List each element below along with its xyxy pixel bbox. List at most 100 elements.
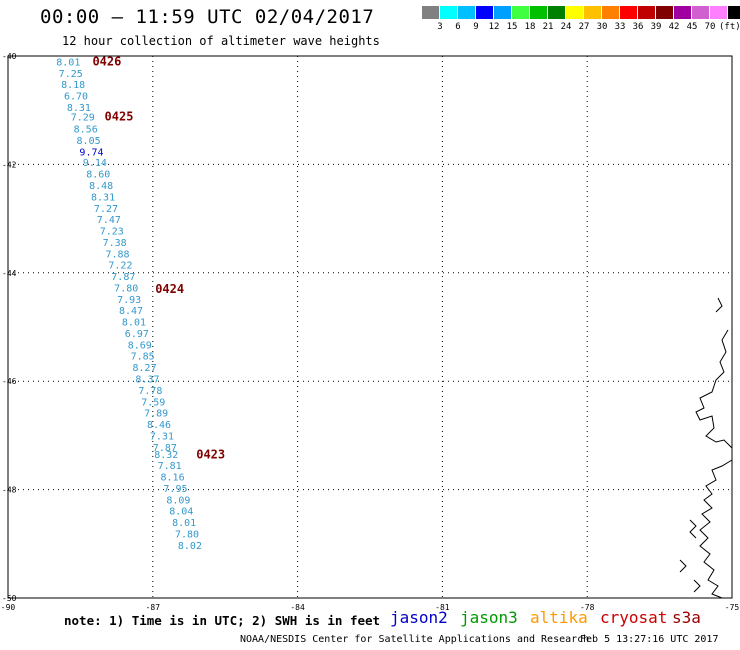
legend-label: 36 xyxy=(632,22,644,32)
page-subtitle: 12 hour collection of altimeter wave hei… xyxy=(62,34,380,48)
lat-tick-label: -48 xyxy=(2,486,17,495)
wave-height-label: 8.27 xyxy=(133,363,157,374)
wave-height-label: 7.80 xyxy=(114,283,138,294)
wave-height-label: 7.93 xyxy=(117,295,141,306)
legend-label: 18 xyxy=(524,22,536,32)
wave-height-label: 8.48 xyxy=(89,181,113,192)
wave-height-label: 8.16 xyxy=(161,473,185,484)
legend-label: 12 xyxy=(488,22,500,32)
wave-height-label: 8.31 xyxy=(91,192,115,203)
wave-height-label: 8.18 xyxy=(61,80,85,91)
wave-height-label: 7.80 xyxy=(175,530,199,541)
time-label: 0424 xyxy=(155,282,184,296)
legend-swatch xyxy=(440,6,458,19)
color-legend xyxy=(422,6,740,19)
wave-height-label: 9.74 xyxy=(79,147,103,158)
wave-height-label: 7.29 xyxy=(71,113,95,124)
wave-height-label: 7.81 xyxy=(158,461,182,472)
time-label: 0423 xyxy=(196,447,225,461)
satellite-label-s3a: s3a xyxy=(672,608,701,627)
legend-label: (ft) xyxy=(719,22,740,32)
lat-tick-label: -40 xyxy=(2,52,17,61)
time-label: 0425 xyxy=(105,110,134,124)
legend-swatch xyxy=(422,6,440,19)
lat-tick-label: -50 xyxy=(2,594,17,603)
wave-height-label: 8.69 xyxy=(128,340,152,351)
page-title: 00:00 – 11:59 UTC 02/04/2017 xyxy=(40,6,375,28)
legend-label: 30 xyxy=(596,22,608,32)
lat-tick-label: -44 xyxy=(2,269,17,278)
wave-height-label: 8.02 xyxy=(178,541,202,552)
legend-swatch xyxy=(530,6,548,19)
legend-label: 6 xyxy=(455,22,461,32)
wave-height-label: 8.56 xyxy=(74,125,98,136)
coastline xyxy=(715,297,723,313)
legend-label: 9 xyxy=(473,22,479,32)
legend-label: 24 xyxy=(560,22,572,32)
map-frame xyxy=(7,55,733,599)
time-label: 0426 xyxy=(92,54,121,68)
lon-tick-label: -87 xyxy=(146,603,161,612)
satellite-label-altika: altika xyxy=(530,608,588,627)
wave-height-label: 8.04 xyxy=(169,507,193,518)
wave-height-label: 7.95 xyxy=(163,484,187,495)
wave-height-label: 7.23 xyxy=(100,227,124,238)
satellite-label-jason2: jason2 xyxy=(390,608,448,627)
legend-swatch xyxy=(602,6,620,19)
wave-height-label: 7.27 xyxy=(94,204,118,215)
wave-height-label: 7.87 xyxy=(153,443,177,454)
legend-swatch xyxy=(476,6,494,19)
legend-label: 21 xyxy=(542,22,554,32)
wave-height-label: 7.59 xyxy=(141,397,165,408)
legend-label: 33 xyxy=(614,22,626,32)
legend-swatch xyxy=(620,6,638,19)
wave-height-label: 8.37 xyxy=(135,374,159,385)
legend-swatch xyxy=(692,6,710,19)
legend-label: 70 xyxy=(704,22,716,32)
legend-label: 45 xyxy=(686,22,698,32)
coastline xyxy=(679,559,687,573)
wave-height-label: 7.47 xyxy=(97,215,121,226)
legend-label: 42 xyxy=(668,22,680,32)
wave-height-label: 7.78 xyxy=(138,386,162,397)
legend-swatch xyxy=(494,6,512,19)
legend-label: 39 xyxy=(650,22,662,32)
lon-tick-label: -81 xyxy=(435,603,450,612)
legend-label: 27 xyxy=(578,22,590,32)
wave-height-label: 6.70 xyxy=(64,92,88,103)
wave-height-label: 8.60 xyxy=(86,170,110,181)
legend-swatch xyxy=(674,6,692,19)
legend-label: 3 xyxy=(437,22,443,32)
wave-height-label: 8.01 xyxy=(122,318,146,329)
wave-height-label: 7.38 xyxy=(103,238,127,249)
wave-height-label: 7.22 xyxy=(108,261,132,272)
legend-swatch xyxy=(638,6,656,19)
footer-note: note: 1) Time is in UTC; 2) SWH is in fe… xyxy=(64,613,381,628)
wave-height-label: 7.85 xyxy=(131,352,155,363)
credit-date: Feb 5 13:27:16 UTC 2017 xyxy=(580,634,719,645)
wave-height-label: 8.31 xyxy=(67,103,91,114)
coastline xyxy=(695,329,733,449)
wave-height-label: 8.01 xyxy=(56,57,80,68)
lon-tick-label: -84 xyxy=(290,603,305,612)
lat-tick-label: -42 xyxy=(2,160,17,169)
lon-tick-label: -90 xyxy=(1,603,16,612)
wave-height-label: 9.14 xyxy=(83,158,107,169)
coastline xyxy=(693,579,701,593)
wave-height-label: 7.31 xyxy=(150,431,174,442)
wave-height-label: 7.87 xyxy=(111,272,135,283)
wave-height-label: 7.25 xyxy=(59,69,83,80)
legend-swatch xyxy=(710,6,728,19)
lon-tick-label: -78 xyxy=(580,603,595,612)
wave-height-label: 8.05 xyxy=(77,136,101,147)
lon-tick-label: -75 xyxy=(725,603,740,612)
credit-text: NOAA/NESDIS Center for Satellite Applica… xyxy=(240,634,590,645)
lat-tick-label: -46 xyxy=(2,377,17,386)
wave-height-label: 7.89 xyxy=(144,409,168,420)
wave-height-label: 8.01 xyxy=(172,518,196,529)
wave-height-label: 8.46 xyxy=(147,420,171,431)
coastline xyxy=(699,459,733,599)
legend-swatch xyxy=(566,6,584,19)
wave-height-label: 8.47 xyxy=(119,306,143,317)
